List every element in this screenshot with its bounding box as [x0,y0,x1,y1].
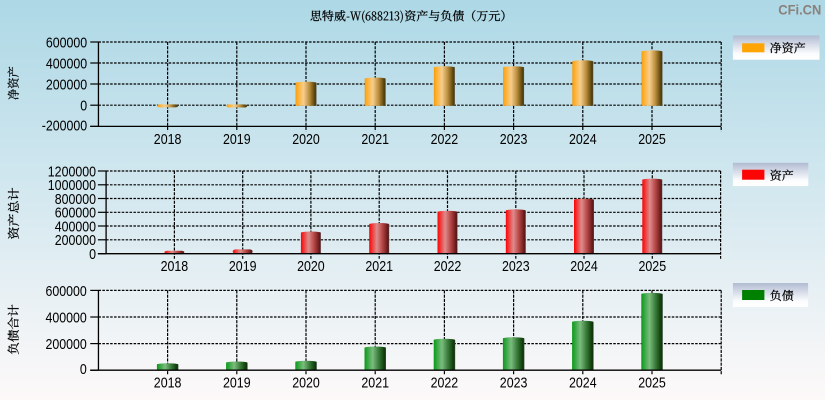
svg-text:2018: 2018 [154,131,182,148]
svg-text:CFi.CN: CFi.CN [778,1,821,17]
svg-text:400000: 400000 [46,55,87,72]
svg-text:2019: 2019 [223,374,251,391]
svg-text:2018: 2018 [154,374,182,391]
svg-text:2019: 2019 [223,131,251,148]
svg-text:2024: 2024 [569,374,597,391]
svg-text:2024: 2024 [570,258,598,275]
svg-text:2023: 2023 [502,258,530,275]
svg-text:2021: 2021 [365,258,393,275]
svg-text:200000: 200000 [46,336,87,353]
svg-text:0: 0 [89,246,96,263]
svg-text:400000: 400000 [46,309,87,326]
svg-text:2021: 2021 [361,374,389,391]
svg-text:0: 0 [80,98,87,115]
svg-text:2019: 2019 [229,258,257,275]
svg-text:2024: 2024 [569,131,597,148]
svg-text:2020: 2020 [297,258,325,275]
svg-text:2025: 2025 [639,258,667,275]
svg-text:2021: 2021 [361,131,389,148]
svg-text:0: 0 [80,361,87,378]
svg-text:2020: 2020 [292,131,320,148]
svg-text:1000000: 1000000 [48,177,96,194]
svg-text:1200000: 1200000 [48,163,96,180]
svg-text:2025: 2025 [638,131,666,148]
svg-text:600000: 600000 [46,283,87,300]
svg-text:2022: 2022 [431,131,459,148]
svg-text:2023: 2023 [500,374,528,391]
svg-text:2025: 2025 [638,374,666,391]
svg-text:-200000: -200000 [42,117,87,134]
svg-text:600000: 600000 [46,34,87,51]
svg-text:800000: 800000 [55,191,96,208]
svg-text:200000: 200000 [46,76,87,93]
svg-text:2022: 2022 [431,374,459,391]
svg-text:600000: 600000 [55,205,96,222]
svg-text:400000: 400000 [55,218,96,235]
svg-text:2023: 2023 [500,131,528,148]
svg-text:2018: 2018 [161,258,189,275]
svg-text:2022: 2022 [434,258,462,275]
svg-text:200000: 200000 [55,232,96,249]
svg-text:2020: 2020 [292,374,320,391]
